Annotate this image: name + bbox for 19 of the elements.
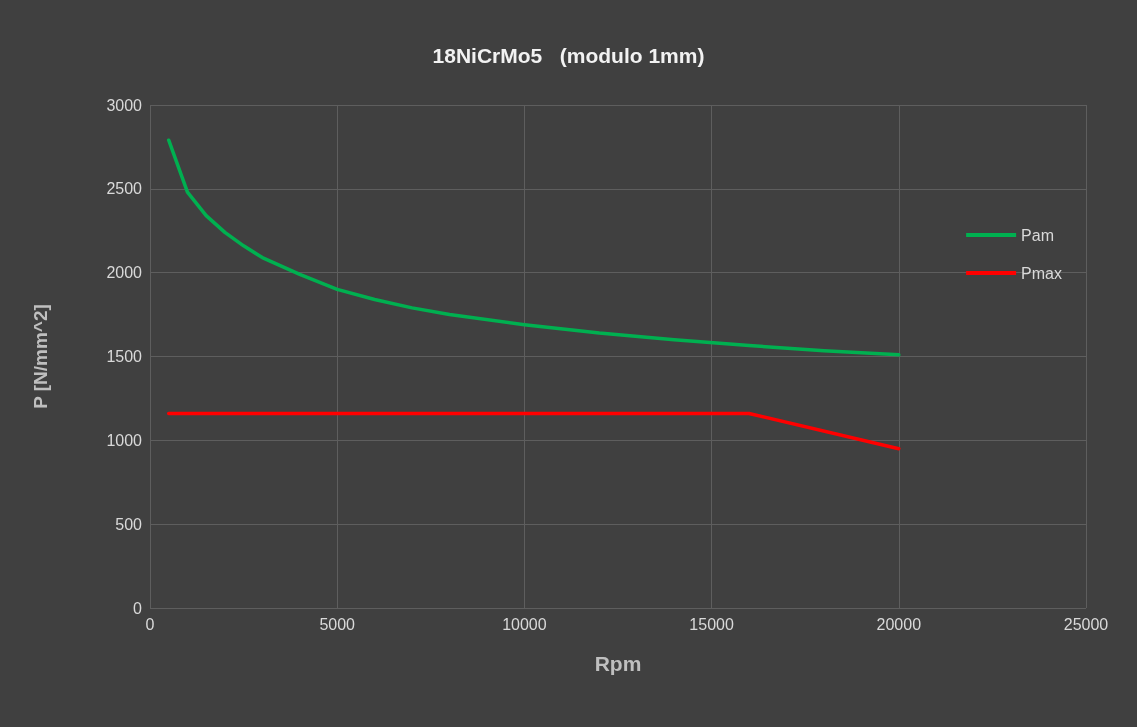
x-tick-label: 5000 bbox=[319, 615, 356, 633]
chart-title: 18NiCrMo5 (modulo 1mm) bbox=[432, 44, 705, 67]
line-series bbox=[166, 138, 901, 357]
y-tick-label: 3000 bbox=[106, 96, 143, 114]
y-tick-label: 1000 bbox=[106, 431, 143, 449]
x-axis-title: Rpm bbox=[594, 652, 642, 675]
y-tick-label: 1500 bbox=[106, 348, 143, 365]
x-tick-label: 10000 bbox=[502, 615, 547, 633]
x-tick-label: 0 bbox=[145, 615, 155, 633]
y-tick-label: 0 bbox=[133, 599, 143, 617]
y-tick-label: 500 bbox=[115, 515, 143, 533]
x-tick-label: 25000 bbox=[1063, 615, 1109, 633]
legend-label: Pmax bbox=[1021, 264, 1063, 282]
x-tick-label: 20000 bbox=[876, 615, 922, 633]
x-tick-label: 15000 bbox=[689, 615, 734, 633]
y-tick-label: 2500 bbox=[106, 180, 143, 198]
y-axis-title: P [N/mm^2] bbox=[30, 304, 51, 409]
y-tick-label: 2000 bbox=[106, 264, 143, 282]
legend-label: Pam bbox=[1021, 226, 1055, 244]
